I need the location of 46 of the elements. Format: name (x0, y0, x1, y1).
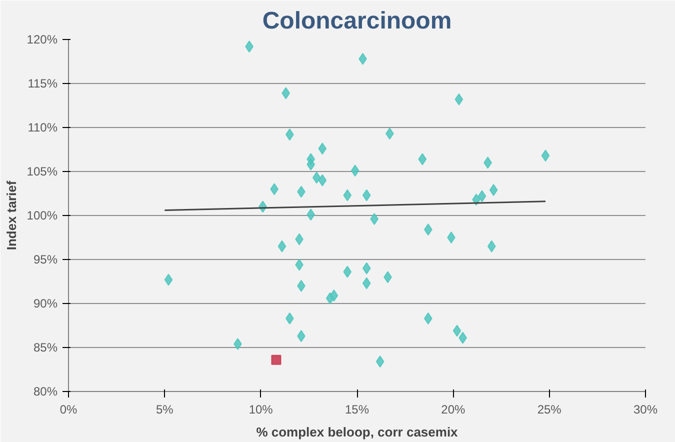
point (282, 87, 290, 100)
x-tick-label: 5% (156, 402, 174, 416)
x-tick-label: 10% (248, 402, 274, 416)
point (343, 189, 352, 202)
x-tick-label: 25% (537, 402, 562, 416)
y-tick-label: 110% (28, 120, 58, 134)
point (454, 93, 464, 106)
x-tick-label: 15% (344, 402, 370, 416)
point (318, 174, 327, 186)
x-axis-title: % complex beloop, corr casemix (256, 424, 459, 440)
point (541, 150, 550, 162)
y-tick-label: 95% (33, 252, 58, 266)
y-tick-label: 105% (26, 164, 58, 178)
point (312, 172, 321, 184)
point (278, 240, 286, 252)
point (271, 354, 282, 365)
point (424, 224, 432, 236)
point (447, 232, 456, 244)
point (330, 290, 338, 302)
point (306, 158, 316, 170)
point (376, 356, 384, 368)
y-axis-title: Index tarief (4, 180, 19, 250)
point (362, 262, 371, 274)
point (487, 240, 496, 252)
point (362, 189, 371, 202)
y-tick-label: 120% (26, 32, 58, 46)
point (362, 277, 371, 290)
point (418, 153, 427, 166)
y-tick-label: 80% (33, 384, 58, 398)
point (306, 208, 316, 221)
y-tick-label: 115% (28, 76, 58, 90)
point (452, 324, 462, 337)
point (478, 190, 486, 202)
y-tick-label: 100% (26, 208, 58, 222)
point (343, 266, 352, 278)
x-tick-label: 0% (60, 402, 78, 416)
point (424, 312, 432, 324)
point (350, 164, 360, 177)
y-tick-label: 85% (33, 340, 58, 354)
chart-title: Coloncarcinoom (262, 8, 452, 34)
y-tick-label: 90% (33, 296, 58, 310)
x-tick-label: 30% (633, 402, 658, 416)
x-tick-label: 20% (441, 402, 466, 416)
point (164, 274, 173, 286)
point (489, 184, 498, 196)
point (318, 142, 327, 155)
